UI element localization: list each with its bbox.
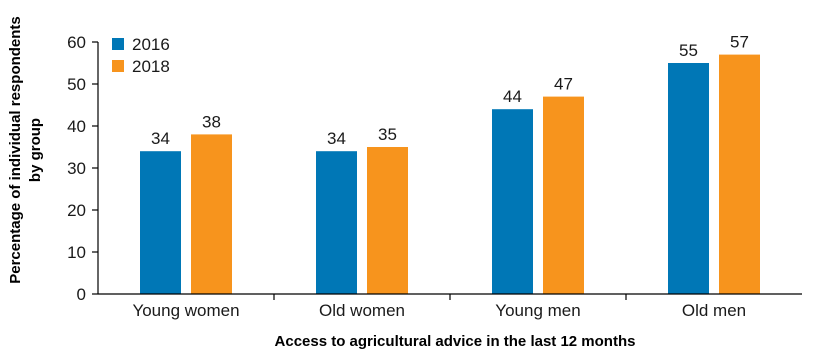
data-label: 35 — [378, 125, 397, 144]
legend: 2016 2018 — [112, 35, 170, 76]
legend-label-2016: 2016 — [132, 35, 170, 54]
data-label: 34 — [327, 129, 346, 148]
bar-2018-young-men — [543, 96, 584, 294]
bar-2018-old-men — [719, 54, 760, 294]
legend-swatch-2018 — [112, 60, 124, 72]
data-label: 44 — [503, 87, 522, 106]
category-label: Young men — [495, 301, 580, 320]
data-label: 55 — [679, 41, 698, 60]
data-labels: 34 38 34 35 44 47 55 57 — [151, 33, 749, 149]
y-tick-label: 20 — [67, 201, 86, 220]
bar-2018-old-women — [367, 147, 408, 294]
bar-2018-young-women — [191, 134, 232, 294]
y-tick-label: 50 — [67, 75, 86, 94]
category-labels: Young women Old women Young men Old men — [132, 294, 746, 320]
x-axis-title: Access to agricultural advice in the las… — [275, 333, 636, 350]
data-label: 34 — [151, 129, 170, 148]
y-axis-ticks: 0 10 20 30 40 50 60 — [67, 33, 98, 304]
bars — [140, 54, 760, 294]
data-label: 57 — [730, 33, 749, 52]
bar-2016-young-women — [140, 151, 181, 294]
data-label: 38 — [202, 112, 221, 131]
legend-label-2018: 2018 — [132, 57, 170, 76]
bar-2016-young-men — [492, 109, 533, 294]
y-tick-label: 10 — [67, 243, 86, 262]
category-label: Old women — [319, 301, 405, 320]
legend-swatch-2016 — [112, 38, 124, 50]
y-tick-label: 40 — [67, 117, 86, 136]
y-axis-title: Percentage of individual respondents by … — [7, 16, 44, 284]
y-tick-label: 30 — [67, 159, 86, 178]
category-label: Old men — [682, 301, 746, 320]
y-axis-title-line-1: Percentage of individual respondents — [7, 16, 24, 284]
y-tick-label: 60 — [67, 33, 86, 52]
y-axis-title-line-2: by group — [27, 118, 44, 182]
bar-2016-old-men — [668, 63, 709, 294]
bar-2016-old-women — [316, 151, 357, 294]
y-tick-label: 0 — [77, 285, 86, 304]
data-label: 47 — [554, 75, 573, 94]
category-label: Young women — [132, 301, 239, 320]
